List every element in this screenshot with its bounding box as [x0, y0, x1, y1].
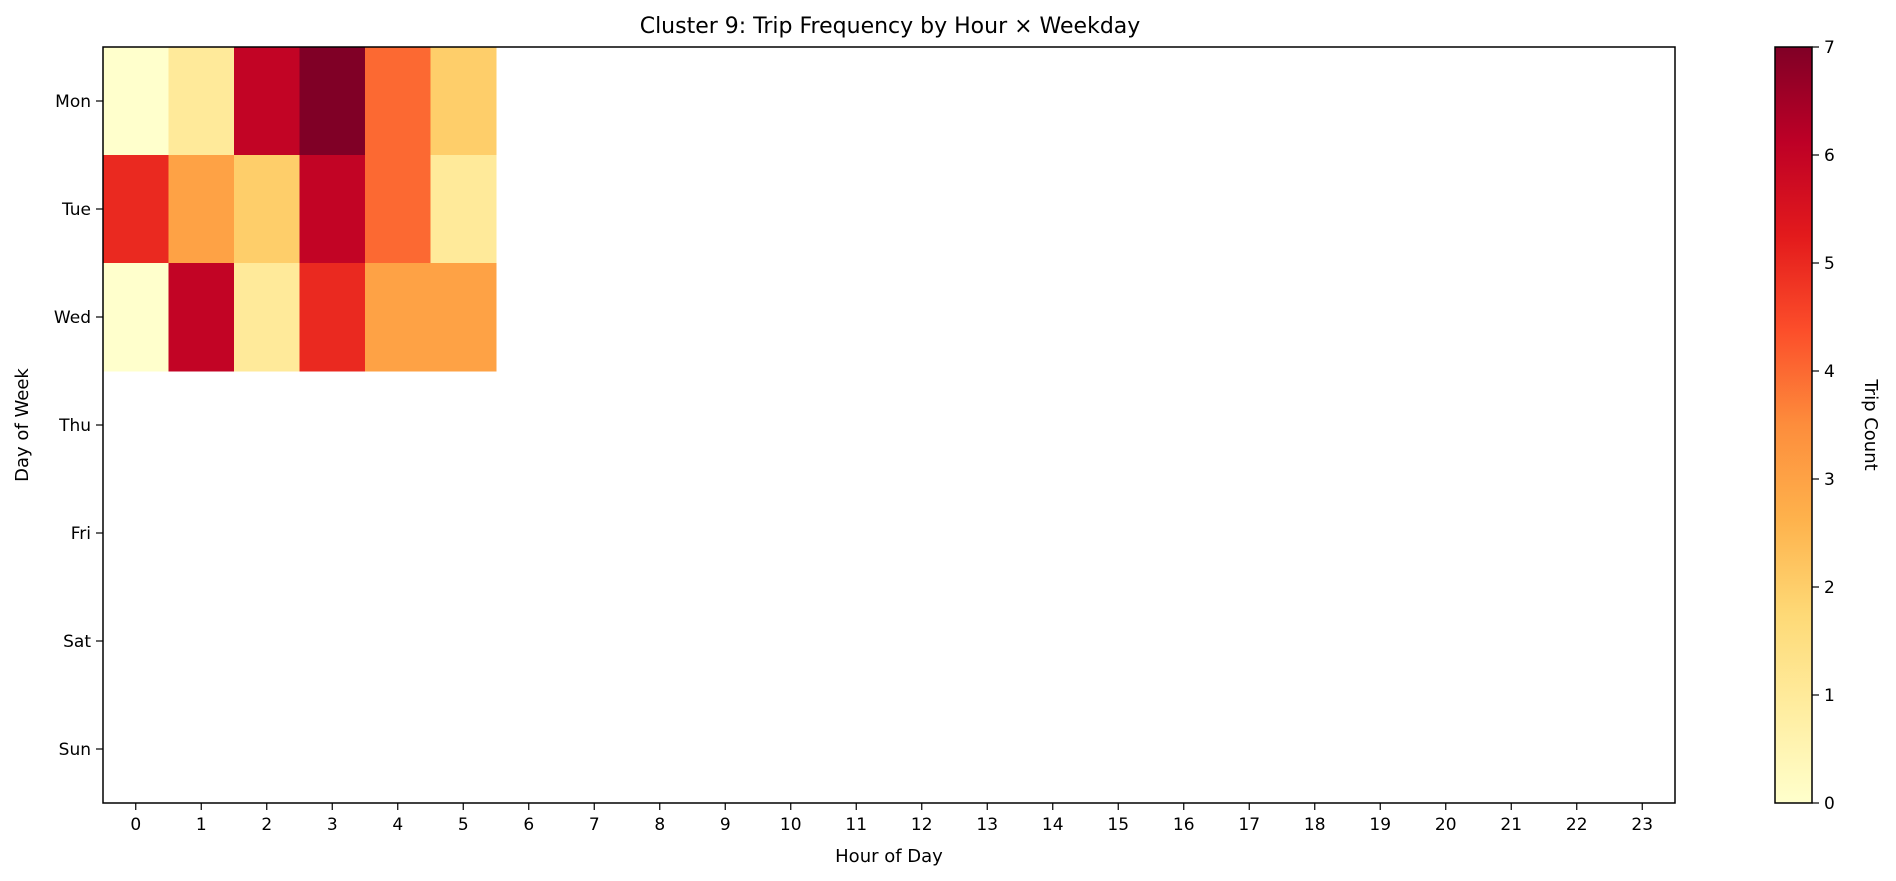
heatmap-cells — [103, 47, 497, 372]
heatmap-cell — [299, 155, 366, 264]
heatmap-cell — [234, 263, 300, 372]
colorbar-tick-label: 0 — [1824, 794, 1835, 814]
x-tick-label: 12 — [911, 815, 933, 835]
x-tick-label: 18 — [1304, 815, 1326, 835]
heatmap-cell — [299, 263, 366, 372]
heatmap-cell — [234, 155, 300, 264]
x-tick-label: 16 — [1173, 815, 1195, 835]
x-tick-label: 15 — [1107, 815, 1129, 835]
x-tick-label: 13 — [976, 815, 998, 835]
colorbar-tick-label: 3 — [1824, 470, 1835, 490]
x-axis: 0 1 2 3 4 5 6 7 8 9 10 11 12 13 14 15 16 17 18 19 20 21 22 23 — [130, 803, 1653, 835]
x-axis-label: Hour of Day — [835, 846, 943, 867]
x-tick-label: 9 — [720, 815, 731, 835]
x-tick-label: 17 — [1238, 815, 1260, 835]
heatmap-cell — [430, 263, 497, 372]
colorbar-tick-label: 2 — [1824, 578, 1835, 598]
y-tick-label: Tue — [61, 200, 91, 220]
x-tick-label: 21 — [1500, 815, 1522, 835]
x-tick-label: 10 — [780, 815, 802, 835]
x-tick-label: 4 — [392, 815, 403, 835]
x-tick-label: 11 — [845, 815, 867, 835]
colorbar-ticks: 0 1 2 3 4 5 6 7 — [1812, 38, 1835, 814]
y-tick-label: Wed — [54, 308, 91, 328]
x-tick-label: 1 — [196, 815, 207, 835]
x-tick-label: 20 — [1435, 815, 1457, 835]
heatmap-cell — [299, 47, 366, 156]
x-tick-label: 22 — [1566, 815, 1588, 835]
colorbar-tick-label: 7 — [1824, 38, 1835, 58]
x-tick-label: 7 — [589, 815, 600, 835]
heatmap-cell — [168, 47, 235, 156]
x-tick-label: 23 — [1631, 815, 1653, 835]
heatmap-cell — [103, 155, 169, 264]
colorbar-tick-label: 6 — [1824, 146, 1835, 166]
y-axis-label: Day of Week — [12, 368, 33, 482]
colorbar-tick-label: 4 — [1824, 362, 1835, 382]
heatmap-cell — [168, 155, 235, 264]
x-tick-label: 3 — [327, 815, 338, 835]
y-tick-label: Sat — [63, 632, 91, 652]
chart-title: Cluster 9: Trip Frequency by Hour × Week… — [640, 14, 1141, 39]
x-tick-label: 2 — [261, 815, 272, 835]
y-tick-label: Fri — [71, 524, 91, 544]
colorbar-tick-label: 5 — [1824, 254, 1835, 274]
x-tick-label: 8 — [654, 815, 665, 835]
colorbar — [1774, 46, 1813, 804]
heatmap-cell — [168, 263, 235, 372]
heatmap-cell — [103, 263, 169, 372]
heatmap-cell — [365, 47, 431, 156]
heatmap-cell — [430, 47, 497, 156]
x-tick-label: 5 — [458, 815, 469, 835]
heatmap-cell — [103, 47, 169, 156]
colorbar-label: Trip Count — [1860, 378, 1881, 470]
x-tick-label: 14 — [1042, 815, 1064, 835]
y-axis: Mon Tue Wed Thu Fri Sat Sun — [54, 92, 103, 760]
heatmap-cell — [234, 47, 300, 156]
heatmap-cell — [365, 155, 431, 264]
y-tick-label: Sun — [59, 740, 91, 760]
x-tick-label: 19 — [1369, 815, 1391, 835]
x-tick-label: 6 — [523, 815, 534, 835]
colorbar-tick-label: 1 — [1824, 686, 1835, 706]
y-tick-label: Mon — [55, 92, 91, 112]
heatmap-cell — [430, 155, 497, 264]
heatmap-cell — [365, 263, 431, 372]
y-tick-label: Thu — [58, 416, 91, 436]
x-tick-label: 0 — [130, 815, 141, 835]
